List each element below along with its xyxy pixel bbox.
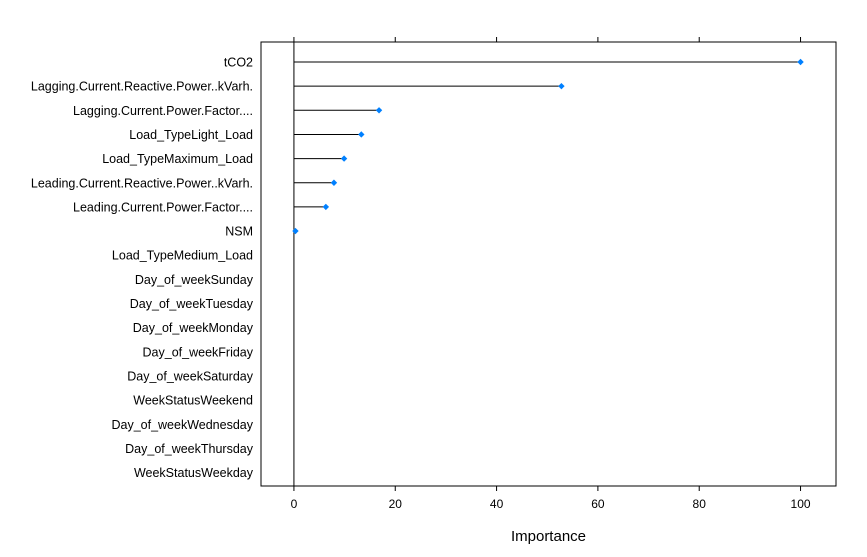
importance-point xyxy=(322,203,330,211)
category-label: tCO2 xyxy=(224,56,253,70)
importance-point xyxy=(292,227,299,235)
category-label: WeekStatusWeekday xyxy=(134,466,254,480)
x-axis-title: Importance xyxy=(511,528,586,545)
category-labels: tCO2 Lagging.Current.Reactive.Power..kVar… xyxy=(31,56,254,481)
importance-point xyxy=(797,58,804,66)
x-tick-label: 40 xyxy=(490,497,504,511)
x-tick-label: 80 xyxy=(693,497,707,511)
x-tick-label: 20 xyxy=(389,497,403,511)
category-label: Leading.Current.Power.Factor.... xyxy=(73,200,253,214)
category-label: Day_of_weekWednesday xyxy=(111,418,253,432)
category-label: WeekStatusWeekend xyxy=(133,394,253,408)
x-axis-ticks: 0 20 40 60 80 100 xyxy=(291,37,811,511)
category-label: Lagging.Current.Power.Factor.... xyxy=(73,104,253,118)
category-label: Day_of_weekFriday xyxy=(143,345,254,359)
category-label: Day_of_weekThursday xyxy=(125,442,254,456)
category-label: Load_TypeMaximum_Load xyxy=(102,152,253,166)
category-label: Lagging.Current.Reactive.Power..kVarh. xyxy=(31,80,253,94)
category-label: Load_TypeMedium_Load xyxy=(112,249,253,263)
importance-point xyxy=(330,179,338,186)
category-label: Day_of_weekTuesday xyxy=(130,297,254,311)
importance-lines xyxy=(293,42,801,486)
importance-point xyxy=(340,155,348,162)
category-label: NSM xyxy=(225,225,253,239)
category-label: Day_of_weekMonday xyxy=(133,321,254,335)
x-tick-label: 100 xyxy=(791,497,811,511)
importance-point xyxy=(375,107,383,114)
plot-frame xyxy=(260,41,837,487)
x-tick-label: 60 xyxy=(591,497,605,511)
importance-points xyxy=(292,58,804,235)
importance-point xyxy=(558,82,565,90)
category-label: Load_TypeLight_Load xyxy=(129,128,253,142)
category-label: Leading.Current.Reactive.Power..kVarh. xyxy=(31,176,253,190)
importance-point xyxy=(358,131,365,138)
category-label: Day_of_weekSunday xyxy=(135,273,254,287)
category-label: Day_of_weekSaturday xyxy=(127,369,254,383)
x-tick-label: 0 xyxy=(291,497,298,511)
